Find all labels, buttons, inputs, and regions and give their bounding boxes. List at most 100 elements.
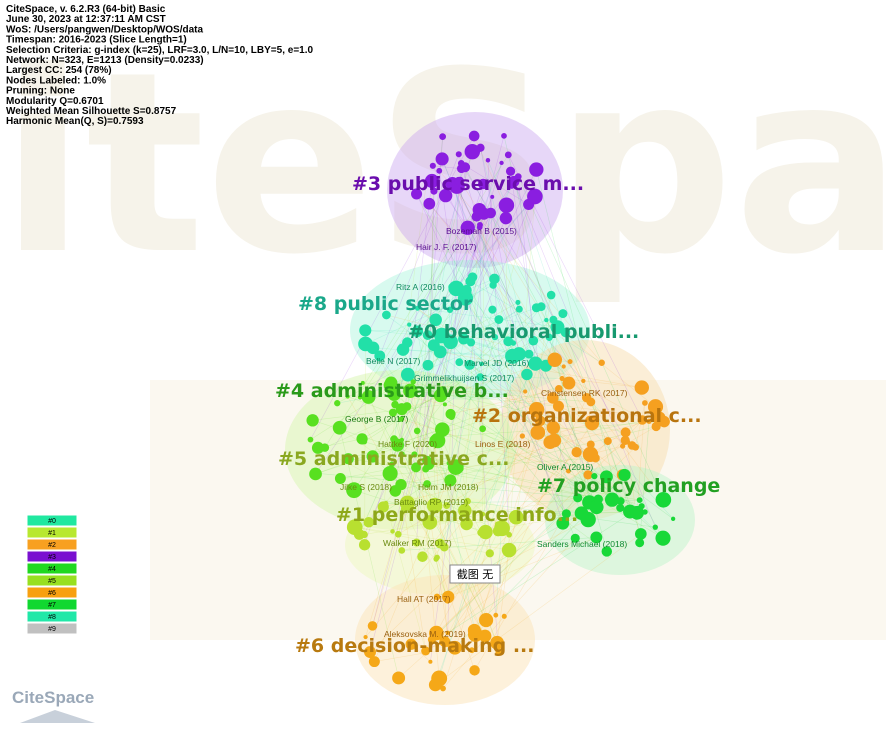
hull xyxy=(387,112,563,268)
node xyxy=(468,647,475,654)
edge xyxy=(400,420,650,485)
node xyxy=(407,322,412,327)
edge xyxy=(416,193,567,514)
node xyxy=(632,443,639,451)
edge xyxy=(426,191,435,461)
node xyxy=(423,197,436,210)
node xyxy=(582,446,599,463)
edge xyxy=(474,427,554,631)
edge xyxy=(497,441,628,525)
edge xyxy=(372,503,408,626)
cluster-label: #8 public sector xyxy=(298,293,473,315)
edge xyxy=(436,519,589,598)
node xyxy=(366,450,379,463)
edge xyxy=(470,205,531,343)
node xyxy=(658,415,670,428)
node xyxy=(636,497,643,503)
legend-swatch xyxy=(26,562,78,575)
edge xyxy=(545,365,657,427)
node xyxy=(395,478,407,491)
node xyxy=(501,613,507,619)
node xyxy=(411,462,421,473)
node xyxy=(490,635,504,650)
edge xyxy=(416,542,437,560)
edge xyxy=(439,363,536,544)
node xyxy=(403,383,418,399)
node xyxy=(561,509,571,519)
node xyxy=(603,437,612,446)
node xyxy=(480,511,486,517)
node xyxy=(426,497,443,514)
edge xyxy=(401,409,475,631)
node xyxy=(555,385,563,393)
node xyxy=(567,359,573,365)
edge xyxy=(480,147,530,355)
edge xyxy=(427,168,462,366)
cluster-label: #0 behavioral publi... xyxy=(408,321,639,343)
edge xyxy=(444,423,593,642)
edge xyxy=(422,409,537,557)
node xyxy=(561,364,566,369)
node xyxy=(591,473,598,480)
node xyxy=(490,194,495,199)
edge xyxy=(479,227,483,429)
edge xyxy=(401,418,569,472)
edge xyxy=(369,451,577,653)
cluster-label: #6 decision-making ... xyxy=(295,635,534,657)
edge xyxy=(466,289,576,539)
logo-text: CiteSpace xyxy=(12,688,94,707)
node xyxy=(499,211,513,225)
node xyxy=(478,629,492,643)
node xyxy=(359,324,372,337)
edge xyxy=(465,292,674,520)
legend-label: #9 xyxy=(48,626,56,633)
edge xyxy=(354,526,490,554)
edge xyxy=(635,402,646,448)
edge xyxy=(407,374,563,379)
node xyxy=(508,175,520,187)
node xyxy=(440,685,446,692)
node xyxy=(581,378,586,384)
edge xyxy=(444,327,560,405)
node xyxy=(469,665,480,676)
node xyxy=(585,415,595,426)
node xyxy=(400,505,408,513)
node-label: Christensen RK (2017) xyxy=(541,388,628,398)
header-line: Weighted Mean Silhouette S=0.8757 xyxy=(6,106,177,117)
node xyxy=(398,547,406,554)
node xyxy=(421,646,431,656)
header: CiteSpace, v. 6.2.R3 (64-bit) BasicJune … xyxy=(6,4,313,127)
node xyxy=(508,509,524,525)
node xyxy=(390,529,395,534)
edge xyxy=(395,426,657,492)
edge xyxy=(431,497,578,640)
edge xyxy=(415,136,443,468)
node xyxy=(460,517,473,531)
edge xyxy=(368,227,469,398)
edge xyxy=(510,171,551,443)
header-line: Selection Criteria: g-index (k=25), LRF=… xyxy=(6,45,313,56)
node xyxy=(589,500,604,515)
edge xyxy=(432,165,462,169)
node xyxy=(435,538,445,549)
node xyxy=(494,315,504,324)
node xyxy=(515,299,521,305)
tooltip: 截图 无 xyxy=(449,564,501,584)
edge xyxy=(563,366,664,500)
edge xyxy=(347,396,642,507)
node xyxy=(543,435,557,450)
node xyxy=(424,173,439,188)
legend-label: #6 xyxy=(48,590,56,597)
node xyxy=(464,497,471,505)
header-line: June 30, 2023 at 12:37:11 AM CST xyxy=(6,14,166,25)
edge xyxy=(487,160,554,320)
node xyxy=(411,325,424,338)
node-label: Hall AT (2017) xyxy=(397,594,451,604)
node xyxy=(620,443,626,449)
node xyxy=(590,531,603,544)
node xyxy=(309,467,322,481)
edge xyxy=(361,340,534,440)
cluster-label: #7 policy change xyxy=(537,475,720,497)
edge xyxy=(337,302,519,404)
node xyxy=(634,528,647,540)
